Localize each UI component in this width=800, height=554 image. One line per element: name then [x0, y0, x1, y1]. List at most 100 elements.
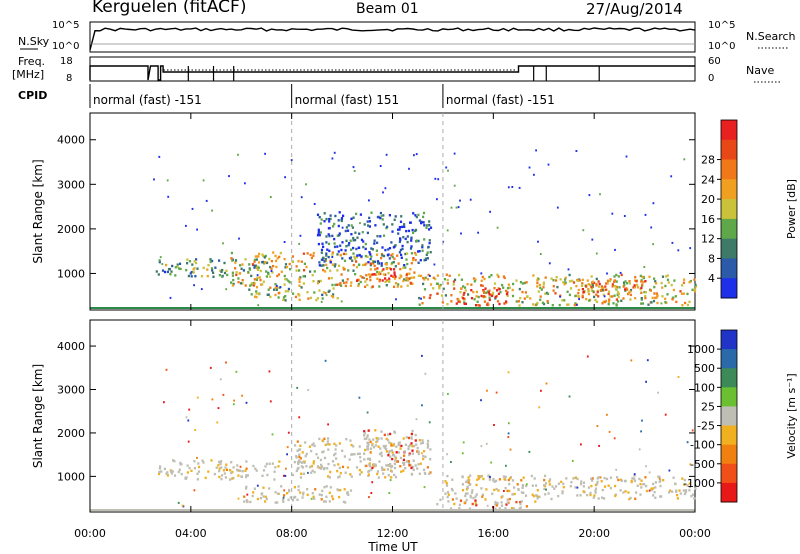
data-cell [366, 441, 369, 445]
data-cell [410, 262, 413, 265]
data-cell [399, 220, 403, 223]
data-cell [221, 268, 224, 272]
data-cell [494, 507, 497, 510]
data-cell [548, 480, 551, 483]
data-cell [671, 241, 674, 244]
colorbar-tick-label: 8 [708, 252, 715, 265]
data-cell [318, 437, 321, 441]
data-cell [607, 300, 611, 303]
data-cell [639, 483, 642, 486]
data-cell [380, 430, 383, 433]
data-cell [326, 440, 329, 443]
data-cell [544, 292, 547, 295]
colorbar-swatch [721, 120, 737, 141]
data-cell [661, 295, 664, 298]
data-cell [400, 275, 403, 278]
data-cell [193, 284, 195, 287]
nsky-panel: N.Sky 10^5 10^0 10^5 10^0 N.Search [18, 20, 796, 53]
data-cell [322, 268, 325, 272]
data-cell [496, 273, 499, 276]
data-cell [424, 372, 427, 375]
freq-trace [89, 65, 695, 81]
data-cell [379, 165, 382, 167]
data-cell [480, 487, 483, 490]
data-cell [300, 465, 303, 468]
data-cell [590, 275, 593, 278]
data-cell [572, 477, 575, 480]
data-cell [258, 252, 261, 256]
data-cell [607, 484, 610, 487]
data-cell [468, 507, 472, 510]
data-cell [324, 500, 327, 503]
data-cell [426, 251, 429, 254]
data-cell [604, 300, 607, 304]
data-cell [321, 439, 324, 442]
data-cell [512, 282, 515, 286]
data-cell [425, 253, 428, 256]
colorbar-tick-label: -25 [697, 420, 715, 433]
data-cell [453, 287, 456, 290]
data-cell [377, 437, 380, 440]
data-cell [368, 225, 371, 228]
data-cell [248, 263, 251, 266]
data-cell [477, 477, 480, 480]
data-cell [488, 293, 491, 296]
data-cell [577, 295, 580, 298]
data-cell [407, 445, 410, 448]
colorbar-tick-label: 12 [701, 233, 715, 246]
data-cell [402, 266, 405, 269]
data-cell [495, 391, 498, 394]
data-cell [249, 500, 252, 504]
data-cell [282, 498, 285, 501]
data-cell [234, 261, 237, 264]
data-cell [414, 214, 417, 217]
data-cell [230, 461, 233, 464]
data-cell [534, 500, 537, 503]
data-cell [452, 283, 455, 286]
data-cell [274, 286, 277, 289]
data-cell [668, 491, 671, 494]
data-cell [363, 430, 366, 433]
data-cell [559, 278, 562, 281]
data-cell [550, 277, 553, 280]
data-cell [411, 429, 414, 433]
data-cell [562, 486, 565, 489]
data-cell [694, 283, 697, 287]
data-cell [620, 299, 623, 302]
data-cell [344, 249, 347, 252]
data-cell [220, 474, 224, 477]
data-cell [338, 475, 341, 478]
data-cell [586, 493, 589, 497]
data-cell [272, 264, 275, 268]
data-cell [351, 453, 354, 456]
data-cell [503, 276, 506, 280]
data-cell [631, 477, 634, 480]
data-cell [372, 260, 375, 264]
data-cell [260, 493, 263, 496]
data-cell [587, 486, 590, 489]
data-cell [547, 163, 550, 166]
data-cell [469, 494, 472, 498]
data-cell [354, 257, 357, 260]
data-cell [354, 238, 357, 242]
data-cell [380, 256, 383, 260]
data-cell [327, 448, 330, 451]
data-cell [358, 473, 362, 476]
data-cell [598, 282, 601, 286]
data-cell [497, 292, 500, 295]
data-cell [624, 289, 627, 292]
data-cell [232, 278, 235, 282]
data-cell [522, 491, 525, 494]
data-cell [376, 439, 379, 442]
data-cell [629, 290, 632, 293]
data-cell [409, 281, 412, 285]
colorbar-swatch [721, 278, 737, 299]
data-cell [505, 292, 509, 296]
data-cell [423, 278, 426, 281]
data-cell [330, 276, 333, 280]
data-cell [377, 476, 380, 479]
data-cell [308, 445, 311, 448]
data-cell [403, 264, 406, 267]
data-cell [599, 476, 602, 479]
